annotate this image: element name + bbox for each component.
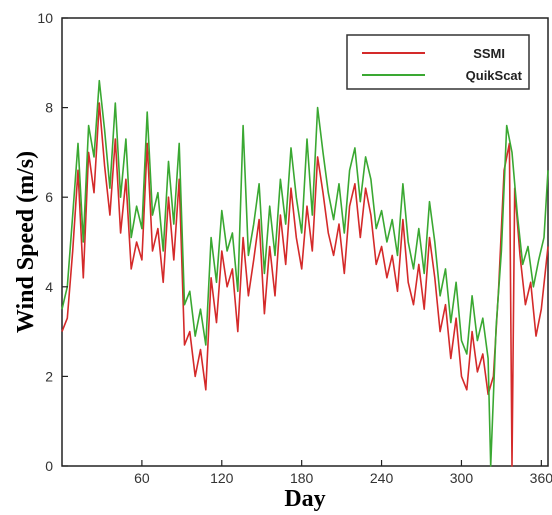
x-tick-label-120: 120 (210, 470, 234, 486)
series-line-ssmi (61, 102, 549, 467)
x-tick-label-60: 60 (134, 470, 150, 486)
y-tick-label-4: 4 (45, 279, 53, 295)
x-tick-label-300: 300 (450, 470, 474, 486)
x-tick-label-360: 360 (530, 470, 552, 486)
series-line-quikscat (61, 79, 549, 467)
y-axis-title: Wind Speed (m/s) (13, 151, 39, 333)
y-tick-label-6: 6 (45, 189, 53, 205)
y-tick-label-10: 10 (37, 10, 53, 26)
x-tick-label-180: 180 (290, 470, 314, 486)
series-layer (61, 79, 549, 467)
ticks-layer (62, 17, 542, 467)
legend-box (346, 34, 530, 90)
legend: SSMI QuikScat (346, 34, 530, 90)
y-tick-label-0: 0 (45, 458, 53, 474)
x-axis-title: Day (284, 486, 325, 512)
tick-labels: 60 120 180 240 300 360 0 2 4 6 8 10 (37, 10, 552, 486)
x-tick-label-240: 240 (370, 470, 394, 486)
y-tick-label-2: 2 (45, 368, 53, 384)
legend-label-ssmi: SSMI (473, 46, 505, 61)
legend-label-quikscat: QuikScat (466, 68, 523, 83)
y-tick-label-8: 8 (45, 100, 53, 116)
